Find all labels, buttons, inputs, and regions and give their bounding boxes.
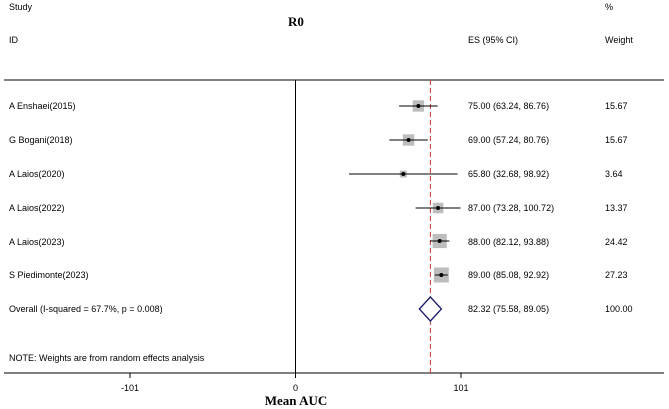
point-estimate (401, 172, 406, 176)
study-label: A Laios(2023) (9, 237, 65, 247)
effect-size-text: 69.00 (57.24, 80.76) (468, 135, 549, 145)
header-id: ID (9, 35, 19, 45)
weights-note: NOTE: Weights are from random effects an… (9, 353, 205, 363)
study-label: S Piedimonte(2023) (9, 270, 89, 280)
study-row: A Enshaei(2015) 75.00 (63.24, 86.76) 15.… (9, 100, 628, 112)
overall-label: Overall (I-squared = 67.7%, p = 0.008) (9, 304, 163, 314)
point-estimate (436, 206, 441, 210)
x-tick-label: -101 (121, 383, 139, 393)
study-row: S Piedimonte(2023) 89.00 (85.08, 92.92) … (9, 267, 628, 283)
study-row: A Laios(2022) 87.00 (73.28, 100.72) 13.3… (9, 202, 628, 214)
overall-es-text: 82.32 (75.58, 89.05) (468, 304, 549, 314)
chart-title: R0 (288, 14, 304, 29)
effect-size-text: 87.00 (73.28, 100.72) (468, 203, 554, 213)
point-estimate (406, 138, 411, 142)
weight-text: 13.37 (605, 203, 628, 213)
weight-text: 15.67 (605, 101, 628, 111)
study-row: G Bogani(2018) 69.00 (57.24, 80.76) 15.6… (9, 134, 628, 146)
weight-text: 15.67 (605, 135, 628, 145)
weight-text: 3.64 (605, 169, 623, 179)
overall-weight-text: 100.00 (605, 304, 633, 314)
effect-size-text: 89.00 (85.08, 92.92) (468, 270, 549, 280)
study-row: A Laios(2023) 88.00 (82.12, 93.88) 24.42 (9, 233, 628, 249)
header-weight: Weight (605, 35, 633, 45)
effect-size-text: 65.80 (32.68, 98.92) (468, 169, 549, 179)
study-label: A Enshaei(2015) (9, 101, 76, 111)
study-label: A Laios(2022) (9, 203, 65, 213)
point-estimate (439, 273, 444, 277)
weight-text: 27.23 (605, 270, 628, 280)
header-es: ES (95% CI) (468, 35, 518, 45)
study-label: G Bogani(2018) (9, 135, 73, 145)
overall-diamond (418, 296, 443, 322)
study-label: A Laios(2020) (9, 169, 65, 179)
header-weight-percent: % (605, 2, 613, 12)
x-tick-label: 0 (293, 383, 298, 393)
overall-row: Overall (I-squared = 67.7%, p = 0.008) 8… (9, 296, 633, 322)
point-estimate (437, 239, 442, 243)
x-tick-label: 101 (453, 383, 468, 393)
weight-text: 24.42 (605, 237, 628, 247)
effect-size-text: 88.00 (82.12, 93.88) (468, 237, 549, 247)
study-row: A Laios(2020) 65.80 (32.68, 98.92) 3.64 (9, 169, 623, 179)
point-estimate (416, 104, 421, 108)
header-study: Study (9, 2, 33, 12)
x-axis-label: Mean AUC (265, 393, 327, 408)
effect-size-text: 75.00 (63.24, 86.76) (468, 101, 549, 111)
